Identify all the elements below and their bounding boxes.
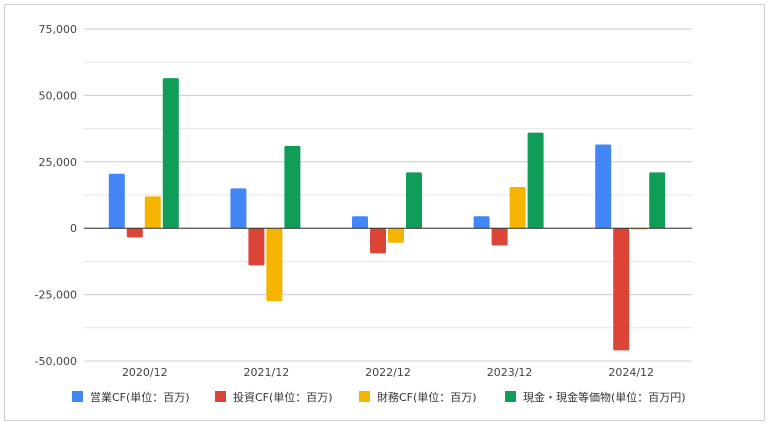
- bar: [266, 228, 283, 302]
- bar: [473, 216, 490, 229]
- y-tick-label: 50,000: [39, 89, 78, 102]
- legend-swatch: [359, 391, 370, 402]
- x-tick-label: 2022/12: [365, 366, 411, 379]
- bar: [248, 228, 265, 266]
- y-tick-label: 25,000: [39, 156, 78, 169]
- legend-swatch: [215, 391, 226, 402]
- bar: [108, 173, 125, 229]
- bar: [595, 144, 612, 229]
- bar: [230, 188, 247, 229]
- chart-frame: [4, 4, 765, 421]
- x-tick-label: 2023/12: [487, 366, 533, 379]
- y-tick-label: -50,000: [35, 355, 77, 368]
- bar: [162, 78, 179, 229]
- legend-label: 現金・現金等価物(単位：百万円): [523, 390, 686, 404]
- bar: [491, 228, 508, 246]
- bar: [388, 228, 404, 243]
- bar: [352, 216, 368, 229]
- legend-swatch: [505, 391, 516, 402]
- y-axis-ticks: 75,000 50,000 25,000 0 -25,000 -50,000: [35, 23, 77, 368]
- legend-swatch: [72, 391, 83, 402]
- y-tick-label: -25,000: [35, 289, 77, 302]
- bar: [613, 228, 630, 351]
- x-tick-label: 2024/12: [608, 366, 654, 379]
- x-tick-label: 2020/12: [122, 366, 168, 379]
- legend-label: 投資CF(単位：百万): [233, 390, 333, 404]
- legend-label: 財務CF(単位：百万): [377, 390, 477, 404]
- y-tick-label: 0: [70, 222, 77, 235]
- bar: [370, 228, 386, 254]
- legend-label: 営業CF(単位：百万): [90, 390, 190, 404]
- legend: 営業CF(単位：百万) 投資CF(単位：百万) 財務CF(単位：百万) 現金・現金等価…: [72, 390, 686, 404]
- bar: [527, 132, 544, 229]
- gridlines: [84, 28, 692, 362]
- x-tick-label: 2021/12: [244, 366, 290, 379]
- bar: [649, 172, 666, 229]
- bar: [144, 196, 161, 229]
- x-axis-ticks: 2020/12 2021/12 2022/12 2023/12 2024/12: [122, 366, 654, 379]
- bar: [126, 228, 143, 238]
- bar: [284, 145, 301, 229]
- bar: [509, 187, 526, 229]
- y-tick-label: 75,000: [39, 23, 78, 36]
- bars: [108, 78, 666, 351]
- bar: [406, 172, 422, 229]
